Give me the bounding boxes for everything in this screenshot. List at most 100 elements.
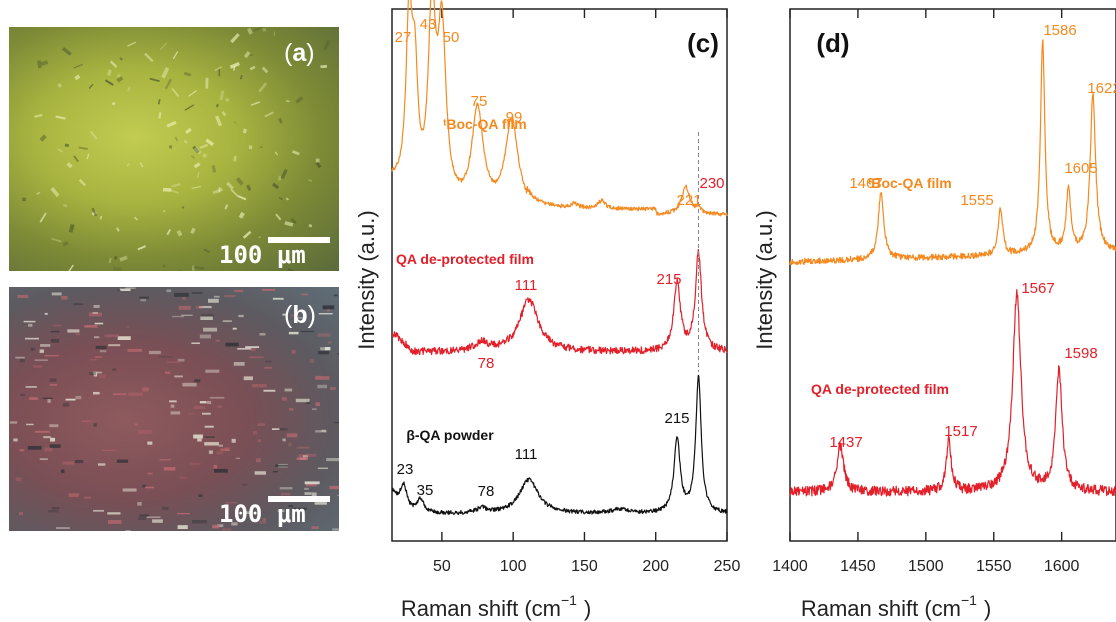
crystal-speck xyxy=(224,295,236,298)
crystal-speck xyxy=(275,213,282,221)
crystal-speck xyxy=(92,312,98,314)
crystal-speck xyxy=(147,441,153,445)
crystal-speck xyxy=(214,468,228,473)
crystal-speck xyxy=(166,229,172,236)
crystal-speck xyxy=(194,379,201,383)
panel-c-tag: (c) xyxy=(687,28,719,58)
crystal-speck xyxy=(203,327,218,332)
crystal-speck xyxy=(224,447,230,452)
panel-c-peak-label: 78 xyxy=(478,483,495,500)
panel-d-tick-label: 1600 xyxy=(1044,558,1080,575)
crystal-speck xyxy=(243,511,251,515)
crystal-speck xyxy=(116,73,121,78)
crystal-speck xyxy=(273,31,276,37)
crystal-speck xyxy=(243,376,253,381)
panel-d-series-deprotected xyxy=(789,289,1116,497)
panel-c-x-axis-label-end: ) xyxy=(584,596,591,621)
panel-c-legend-beta: β-QA powder xyxy=(406,427,494,443)
panel-c-peak-label: 230 xyxy=(699,175,724,192)
crystal-speck xyxy=(83,496,91,499)
crystal-speck xyxy=(278,175,282,181)
crystal-speck xyxy=(318,313,333,315)
panel-d-peak-label: 1567 xyxy=(1021,280,1054,297)
crystal-speck xyxy=(36,191,41,195)
panel-c-x-axis-label: Raman shift (cm xyxy=(401,596,561,621)
panel-d-tag: (d) xyxy=(816,28,849,58)
crystal-speck xyxy=(27,445,42,450)
crystal-speck xyxy=(191,265,195,271)
crystal-speck xyxy=(18,512,23,516)
crystal-speck xyxy=(152,519,163,523)
crystal-speck xyxy=(62,461,74,465)
crystal-speck xyxy=(57,148,63,153)
crystal-speck xyxy=(304,487,309,490)
crystal-speck xyxy=(192,519,207,524)
crystal-speck xyxy=(94,322,104,325)
crystal-speck xyxy=(274,464,288,467)
crystal-speck xyxy=(179,476,188,479)
crystal-speck xyxy=(51,292,62,296)
crystal-speck xyxy=(193,434,203,439)
crystal-speck xyxy=(295,96,304,104)
crystal-speck xyxy=(127,41,137,47)
crystal-speck xyxy=(213,295,220,298)
crystal-speck xyxy=(84,325,98,328)
crystal-speck xyxy=(145,486,155,489)
crystal-speck xyxy=(188,413,195,415)
crystal-speck xyxy=(37,60,42,69)
crystal-speck xyxy=(293,507,307,510)
panel-d-y-axis-label: Intensity (a.u.) xyxy=(752,210,777,349)
crystal-speck xyxy=(52,324,62,327)
crystal-speck xyxy=(265,360,272,363)
crystal-speck xyxy=(15,356,25,359)
crystal-speck xyxy=(278,117,283,124)
crystal-speck xyxy=(280,492,291,496)
panel-c-peak-label: 27 xyxy=(395,29,412,46)
crystal-speck xyxy=(89,371,96,376)
crystal-speck xyxy=(168,188,180,194)
crystal-speck xyxy=(26,423,34,426)
crystal-speck xyxy=(290,217,297,224)
crystal-speck xyxy=(202,153,207,158)
crystal-speck xyxy=(99,374,106,379)
crystal-speck xyxy=(250,348,256,352)
crystal-speck xyxy=(66,264,74,271)
micrograph-b-scale-label: 100 μm xyxy=(219,500,306,528)
crystal-speck xyxy=(263,389,276,392)
crystal-speck xyxy=(43,436,51,439)
crystal-speck xyxy=(104,334,120,338)
crystal-speck xyxy=(259,333,266,336)
crystal-speck xyxy=(73,303,84,306)
crystal-speck xyxy=(115,227,120,232)
crystal-speck xyxy=(262,28,267,32)
crystal-speck xyxy=(328,341,332,344)
crystal-speck xyxy=(233,361,245,366)
crystal-speck xyxy=(242,230,252,239)
crystal-speck xyxy=(253,27,264,32)
crystal-speck xyxy=(239,75,243,80)
panel-d-tick-label: 1550 xyxy=(976,558,1012,575)
crystal-speck xyxy=(50,330,60,333)
crystal-speck xyxy=(44,355,59,357)
crystal-speck xyxy=(297,317,304,319)
crystal-speck xyxy=(305,483,317,487)
crystal-speck xyxy=(40,60,49,66)
crystal-speck xyxy=(214,66,223,72)
crystal-speck xyxy=(217,524,224,528)
crystal-speck xyxy=(34,430,50,433)
crystal-speck xyxy=(49,384,58,386)
crystal-speck xyxy=(86,153,90,160)
crystal-speck xyxy=(262,517,267,521)
crystal-speck xyxy=(51,507,60,510)
crystal-speck xyxy=(137,245,147,251)
crystal-speck xyxy=(182,382,197,387)
crystal-speck xyxy=(177,269,183,271)
crystal-speck xyxy=(201,412,211,415)
panel-c-tick-label: 200 xyxy=(642,558,669,575)
crystal-speck xyxy=(212,187,224,195)
crystal-speck xyxy=(78,146,88,151)
crystal-speck xyxy=(73,63,83,69)
crystal-speck xyxy=(237,348,252,350)
crystal-speck xyxy=(44,447,53,452)
